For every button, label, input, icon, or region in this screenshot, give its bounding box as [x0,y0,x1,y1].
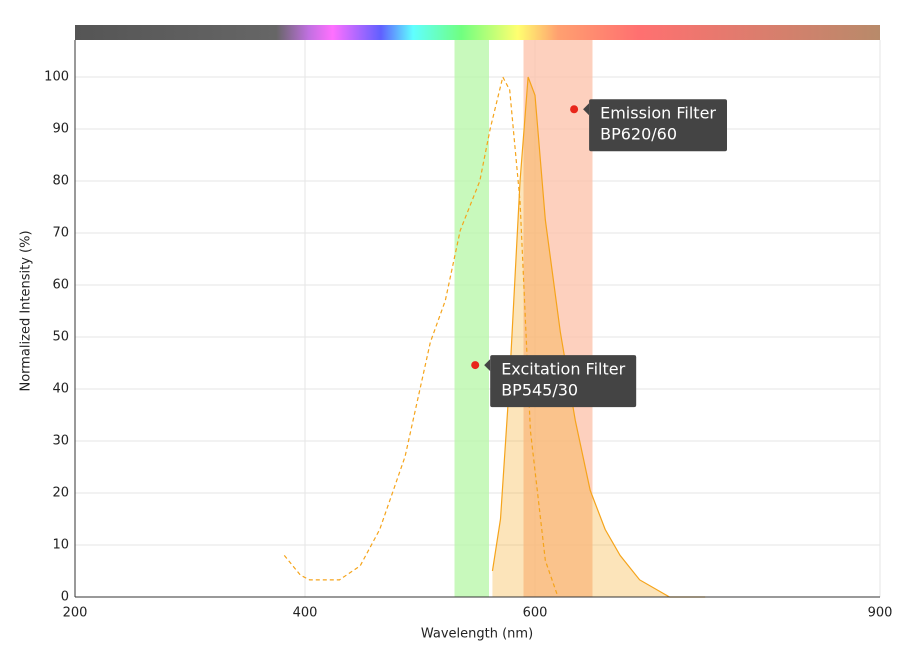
y-tick-label: 40 [52,382,69,397]
tooltip-title: Excitation Filter [501,360,625,379]
tooltip-box [589,99,728,152]
x-tick-label: 600 [523,606,548,621]
area [492,77,706,597]
y-tick-label: 30 [52,434,69,449]
y-tick-label: 10 [52,538,69,553]
y-tick-label: 60 [52,278,69,293]
spectrum-bar [75,25,880,40]
y-tick-label: 20 [52,486,69,501]
y-tick-label: 80 [52,174,69,189]
tooltip-arrow [583,103,590,116]
y-tick-label: 70 [52,226,69,241]
y-axis-label: Normalized Intensity (%) [19,230,34,391]
tooltip-label: BP620/60 [600,125,677,144]
x-tick-label: 400 [293,606,318,621]
annotation-point [570,105,579,114]
x-tick-label: 900 [868,606,893,621]
line [283,75,559,598]
tooltip-title: Emission Filter [600,104,716,123]
tooltip-label: BP545/30 [501,381,578,400]
line [491,76,706,598]
tooltip-box [490,355,637,408]
tooltip-arrow [484,359,491,372]
x-tick-label: 200 [63,606,88,621]
filter-band [454,40,489,597]
x-axis-label: Wavelength (nm) [421,627,533,642]
y-tick-label: 0 [61,590,69,605]
y-tick-label: 100 [44,70,69,85]
annotation-point [471,361,480,370]
y-tick-label: 90 [52,122,69,137]
y-tick-label: 50 [52,330,69,345]
